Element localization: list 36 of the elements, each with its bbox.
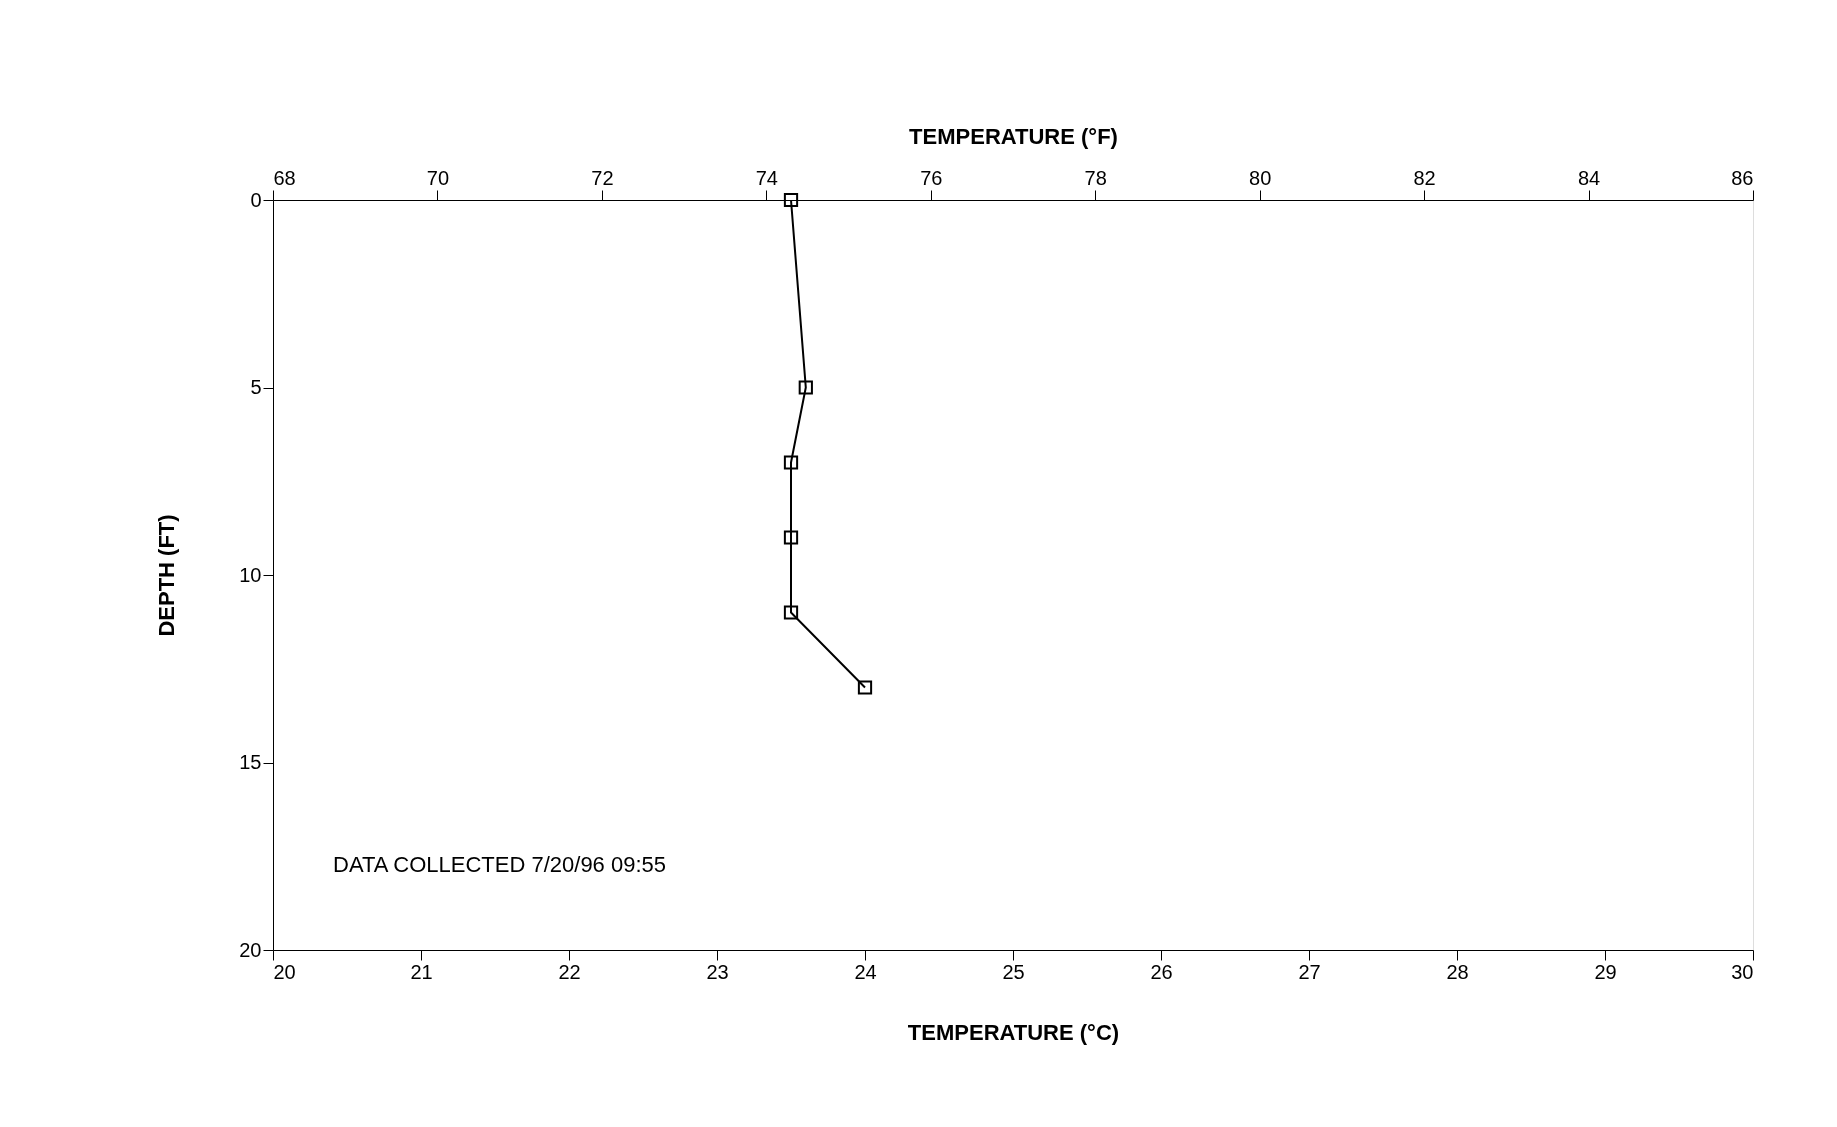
x-tick-label: 24 <box>854 960 877 983</box>
x-tick-label: 28 <box>1446 960 1469 983</box>
x2-tick-label: 84 <box>1577 166 1601 189</box>
point <box>783 192 799 208</box>
x2-tick-label: 72 <box>591 166 614 189</box>
x-tick-label: 25 <box>1002 960 1025 983</box>
point <box>798 380 813 395</box>
x-tick-label: 22 <box>558 960 581 983</box>
y-tick-label: 5 <box>250 376 262 398</box>
x2-axis-title: TEMPERATURE (°F) <box>909 123 1118 149</box>
point <box>783 530 799 545</box>
point <box>783 605 799 620</box>
x2-tick-label: 76 <box>920 166 943 189</box>
x-tick-label: 26 <box>1150 960 1173 983</box>
x2-tick-label: 74 <box>755 166 778 189</box>
x-tick-label: 27 <box>1298 960 1321 983</box>
x-tick-label: 29 <box>1594 960 1617 983</box>
x2-tick-label: 70 <box>426 166 450 189</box>
y-tick-label: 15 <box>239 751 262 773</box>
x2-tick-label: 78 <box>1084 166 1107 189</box>
x2-tick-label: 68 <box>273 166 296 189</box>
y-axis-title: DEPTH (FT) <box>154 514 180 637</box>
point <box>783 455 799 470</box>
x-tick-label: 30 <box>1731 960 1754 983</box>
x2-tick-label: 86 <box>1731 166 1754 189</box>
x-tick-label: 20 <box>273 960 296 983</box>
point <box>857 680 873 695</box>
x-axis-title: TEMPERATURE (°C) <box>907 1019 1120 1045</box>
x2-tick-label: 82 <box>1413 166 1436 189</box>
y-tick-label: 0 <box>250 188 262 211</box>
x-tick-label: 21 <box>410 960 433 983</box>
y-tick-label: 10 <box>239 563 262 586</box>
x2-tick-label: 80 <box>1249 166 1272 189</box>
annotation: DATA COLLECTED 7/20/96 09:55 <box>333 852 667 877</box>
y-tick-label: 20 <box>239 938 262 961</box>
x-tick-label: 23 <box>706 960 729 983</box>
